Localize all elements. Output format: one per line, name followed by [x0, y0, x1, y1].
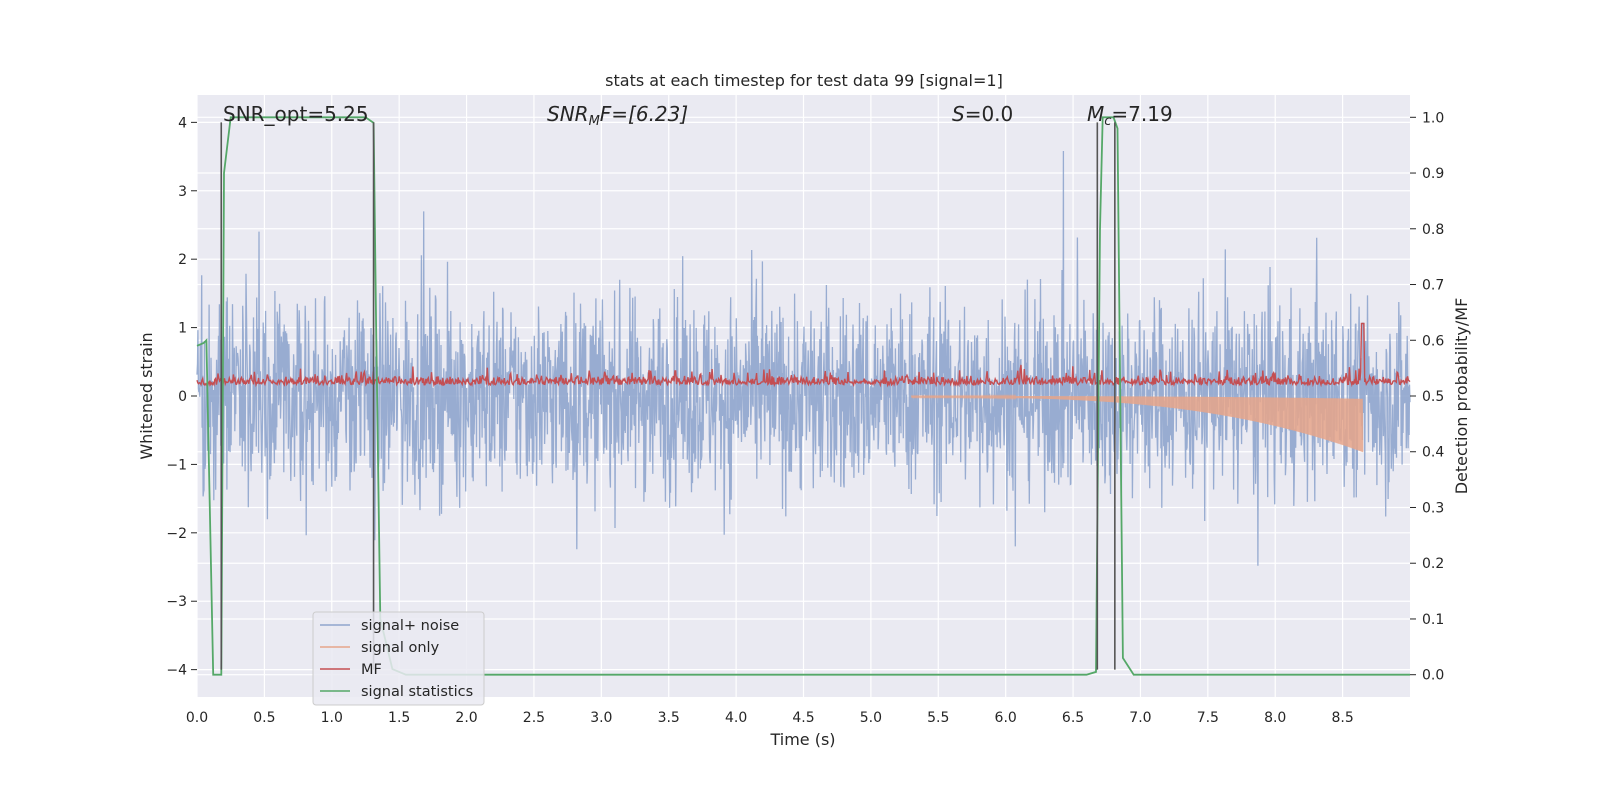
y-left-tick-label: −1 [166, 457, 187, 473]
y-right-tick-label: 0.1 [1422, 612, 1444, 628]
series-signal-only-line [910, 394, 1364, 453]
y-left-tick-label: −3 [166, 594, 187, 610]
x-tick-label: 3.5 [658, 710, 680, 726]
chart-title: stats at each timestep for test data 99 … [605, 71, 1003, 90]
tick-labels: 0.0 0.5 1.0 1.5 2.0 2.5 3.0 3.5 4.0 4.5 5.0 5.5 6.0 6… [166, 110, 1444, 726]
y-left-tick-label: 4 [178, 115, 187, 131]
x-tick-label: 2.0 [455, 710, 477, 726]
x-tick-label: 4.0 [725, 710, 747, 726]
y-right-tick-label: 0.7 [1422, 278, 1444, 294]
y-right-tick-label: 0.5 [1422, 389, 1444, 405]
y-axis-right-label: Detection probability/MF [1452, 298, 1471, 495]
y-left-tick-label: 1 [178, 321, 187, 337]
x-tick-label: 1.5 [388, 710, 410, 726]
y-left-tick-label: 0 [178, 389, 187, 405]
y-right-tick-label: 0.2 [1422, 556, 1444, 572]
annotation-snr-opt: SNR_opt=5.25 [223, 102, 369, 126]
x-tick-label: 5.5 [927, 710, 949, 726]
y-axis-left-label: Whitened strain [137, 332, 156, 459]
series-signal-noise-line [196, 150, 1411, 566]
x-tick-label: 6.5 [1062, 710, 1084, 726]
y-right-tick-label: 0.9 [1422, 166, 1444, 182]
x-tick-label: 0.0 [186, 710, 208, 726]
annotation-s: S=0.0 [952, 102, 1013, 126]
y-left-tick-label: 2 [178, 252, 187, 268]
legend-label-signal-only: signal only [361, 640, 440, 656]
legend-label-signal-statistics: signal statistics [361, 684, 473, 700]
y-right-tick-label: 1.0 [1422, 110, 1444, 126]
x-axis-label: Time (s) [769, 730, 835, 749]
y-right-tick-label: 0.8 [1422, 222, 1444, 238]
x-tick-label: 7.5 [1197, 710, 1219, 726]
y-right-tick-label: 0.6 [1422, 333, 1444, 349]
x-tick-label: 8.0 [1264, 710, 1286, 726]
annotation-mc: Mc=7.19 [1087, 102, 1173, 129]
x-tick-label: 0.5 [253, 710, 275, 726]
x-tick-label: 7.0 [1129, 710, 1151, 726]
y-left-tick-label: −4 [166, 663, 187, 679]
y-right-tick-label: 0.0 [1422, 668, 1444, 684]
legend-box [312, 611, 485, 706]
y-left-tick-label: 3 [178, 184, 187, 200]
y-right-tick-label: 0.3 [1422, 500, 1444, 516]
x-tick-label: 6.0 [995, 710, 1017, 726]
grid-lines [196, 95, 1410, 697]
annotation-snr-mf: SNRMF=[6.23] [547, 102, 688, 129]
legend: signal+ noise signal only MF signal stat… [312, 611, 485, 706]
x-tick-label: 4.5 [792, 710, 814, 726]
vertical-markers [220, 122, 1116, 670]
x-tick-label: 5.0 [860, 710, 882, 726]
y-left-tick-label: −2 [166, 526, 187, 542]
legend-label-mf: MF [361, 662, 382, 678]
x-tick-label: 8.5 [1331, 710, 1353, 726]
series-mf-line [196, 322, 1411, 388]
y-right-tick-label: 0.4 [1422, 445, 1444, 461]
legend-label-signal-noise: signal+ noise [361, 618, 459, 634]
x-tick-label: 1.0 [321, 710, 343, 726]
x-tick-label: 2.5 [523, 710, 545, 726]
x-tick-label: 3.0 [590, 710, 612, 726]
